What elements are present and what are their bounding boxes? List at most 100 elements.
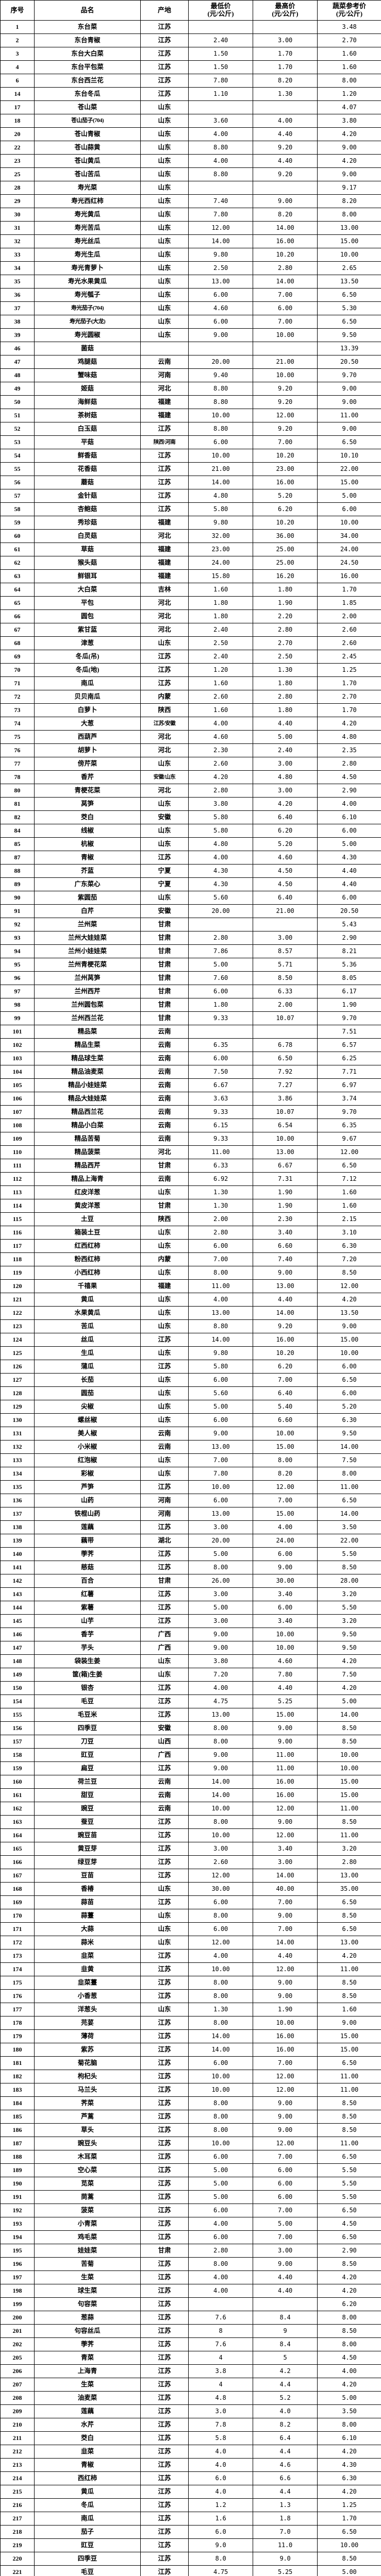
cell-name: 蒜米: [34, 1936, 141, 1950]
cell-name: 东台西兰花: [34, 74, 141, 88]
cell-orig: 江苏: [140, 1587, 189, 1601]
cell-no: 172: [0, 1936, 35, 1950]
cell-ref: 2.70: [317, 33, 381, 47]
cell-ref: 2.35: [317, 743, 381, 757]
cell-max: 7.00: [253, 1922, 318, 1936]
cell-max: 4.40: [253, 1293, 318, 1307]
cell-max: 12.00: [253, 1828, 318, 1842]
table-row: 193 小青菜 江苏 4.00 5.00 4.50: [0, 2217, 381, 2231]
cell-no: 114: [0, 1199, 35, 1213]
cell-min: 9.00: [188, 1628, 253, 1641]
cell-name: 洋葱头: [34, 2003, 141, 2016]
cell-ref: 6.10: [317, 810, 381, 824]
cell-min: 8.80: [188, 395, 253, 409]
cell-name: 苍山菜: [34, 100, 141, 114]
column-header-reference-price: 蔬菜参考价 (元/公斤): [317, 0, 381, 21]
cell-name: 香芹: [34, 770, 141, 784]
table-row: 47 鸡腿菇 云南 20.00 21.00 20.50: [0, 355, 381, 369]
cell-ref: 9.00: [317, 382, 381, 396]
cell-no: 23: [0, 154, 35, 168]
table-row: 64 大白菜 吉林 1.60 1.80 1.70: [0, 583, 381, 597]
cell-orig: 山东: [140, 181, 189, 195]
cell-min: 9.00: [188, 1761, 253, 1775]
cell-max: 1.70: [253, 47, 318, 61]
cell-max: 4.40: [253, 1949, 318, 1963]
cell-orig: 江苏: [140, 1976, 189, 1990]
cell-ref: 7.71: [317, 1065, 381, 1079]
cell-min: 1.60: [188, 583, 253, 597]
cell-ref: 1.70: [317, 2512, 381, 2526]
cell-name: 粉西红柿: [34, 1252, 141, 1266]
cell-max: 9.00: [253, 1976, 318, 1990]
cell-orig: 吉林: [140, 583, 189, 597]
cell-ref: 9.50: [317, 1427, 381, 1440]
cell-max: 4.00: [253, 1520, 318, 1534]
table-row: 73 白萝卜 陕西 1.60 1.80 1.70: [0, 703, 381, 717]
cell-no: 186: [0, 2123, 35, 2137]
cell-max: 9: [253, 2324, 318, 2338]
cell-no: 178: [0, 2016, 35, 2030]
table-row: 33 寿光生瓜 山东 9.80 10.20 10.00: [0, 248, 381, 262]
cell-max: 23.00: [253, 462, 318, 476]
table-row: 183 马兰头 江苏 10.00 12.00 11.00: [0, 2083, 381, 2097]
cell-ref: 5.00: [317, 489, 381, 503]
cell-ref: 2.90: [317, 784, 381, 798]
cell-orig: 山东: [140, 1293, 189, 1307]
table-row: 212 韭菜 江苏 4.0 4.4 4.20: [0, 2445, 381, 2459]
cell-max: 2.80: [253, 690, 318, 704]
cell-min: 5.00: [188, 1601, 253, 1615]
cell-ref: 5.00: [317, 2391, 381, 2405]
cell-min: 8.00: [188, 1561, 253, 1574]
cell-orig: 江苏: [140, 74, 189, 88]
cell-ref: 2.00: [317, 609, 381, 623]
table-row: 213 青椒 江苏 4.0 4.6 4.30: [0, 2458, 381, 2472]
cell-no: 150: [0, 1681, 35, 1695]
cell-max: 16.00: [253, 1333, 318, 1347]
cell-no: 131: [0, 1427, 35, 1440]
table-row: 167 豆苗 江苏 12.00 14.00 13.00: [0, 1869, 381, 1883]
cell-min: 8.00: [188, 1721, 253, 1735]
table-row: 62 猴头菇 福建 24.00 25.00 24.50: [0, 556, 381, 570]
cell-max: 6.60: [253, 1239, 318, 1253]
cell-name: 苍山蒜黄: [34, 141, 141, 155]
cell-ref: 8.21: [317, 944, 381, 958]
cell-no: 69: [0, 650, 35, 664]
cell-no: 185: [0, 2110, 35, 2124]
cell-no: 157: [0, 1735, 35, 1749]
cell-min: 9.33: [188, 1011, 253, 1025]
cell-min: 4.75: [188, 1694, 253, 1708]
table-row: 63 鲜银耳 福建 15.80 16.20 16.00: [0, 569, 381, 583]
cell-no: 97: [0, 985, 35, 998]
table-row: 158 豇豆 广西 9.00 11.00 10.00: [0, 1748, 381, 1762]
cell-max: [253, 342, 318, 355]
cell-min: 3.0: [188, 2404, 253, 2418]
cell-ref: 8.50: [317, 1976, 381, 1990]
cell-max: 6.33: [253, 985, 318, 998]
cell-ref: 3.20: [317, 1614, 381, 1628]
cell-orig: 云南: [140, 1775, 189, 1789]
cell-ref: 9.50: [317, 1628, 381, 1641]
cell-orig: 内蒙: [140, 690, 189, 704]
cell-no: 88: [0, 864, 35, 878]
cell-min: 8.80: [188, 167, 253, 181]
cell-name: 青梗花菜: [34, 784, 141, 798]
cell-no: 92: [0, 918, 35, 931]
cell-no: 91: [0, 904, 35, 918]
cell-max: 3.00: [253, 33, 318, 47]
cell-max: 12.00: [253, 2083, 318, 2097]
cell-min: 7.00: [188, 1252, 253, 1266]
cell-no: 122: [0, 1306, 35, 1320]
cell-name: 芦蒿: [34, 2110, 141, 2124]
table-row: 120 千禧果 福建 11.00 13.00 12.00: [0, 1279, 381, 1293]
cell-max: 21.00: [253, 355, 318, 369]
cell-min: 5.60: [188, 1386, 253, 1400]
table-row: 118 粉西红柿 内蒙 7.00 7.40 7.20: [0, 1252, 381, 1266]
cell-name: 茶树菇: [34, 409, 141, 422]
cell-name: 筐(箱)生姜: [34, 1668, 141, 1682]
cell-min: 30.00: [188, 1882, 253, 1896]
cell-max: 6.00: [253, 2177, 318, 2191]
cell-name: 蟹味菇: [34, 368, 141, 382]
cell-ref: 3.80: [317, 114, 381, 128]
cell-min: 4.30: [188, 864, 253, 878]
